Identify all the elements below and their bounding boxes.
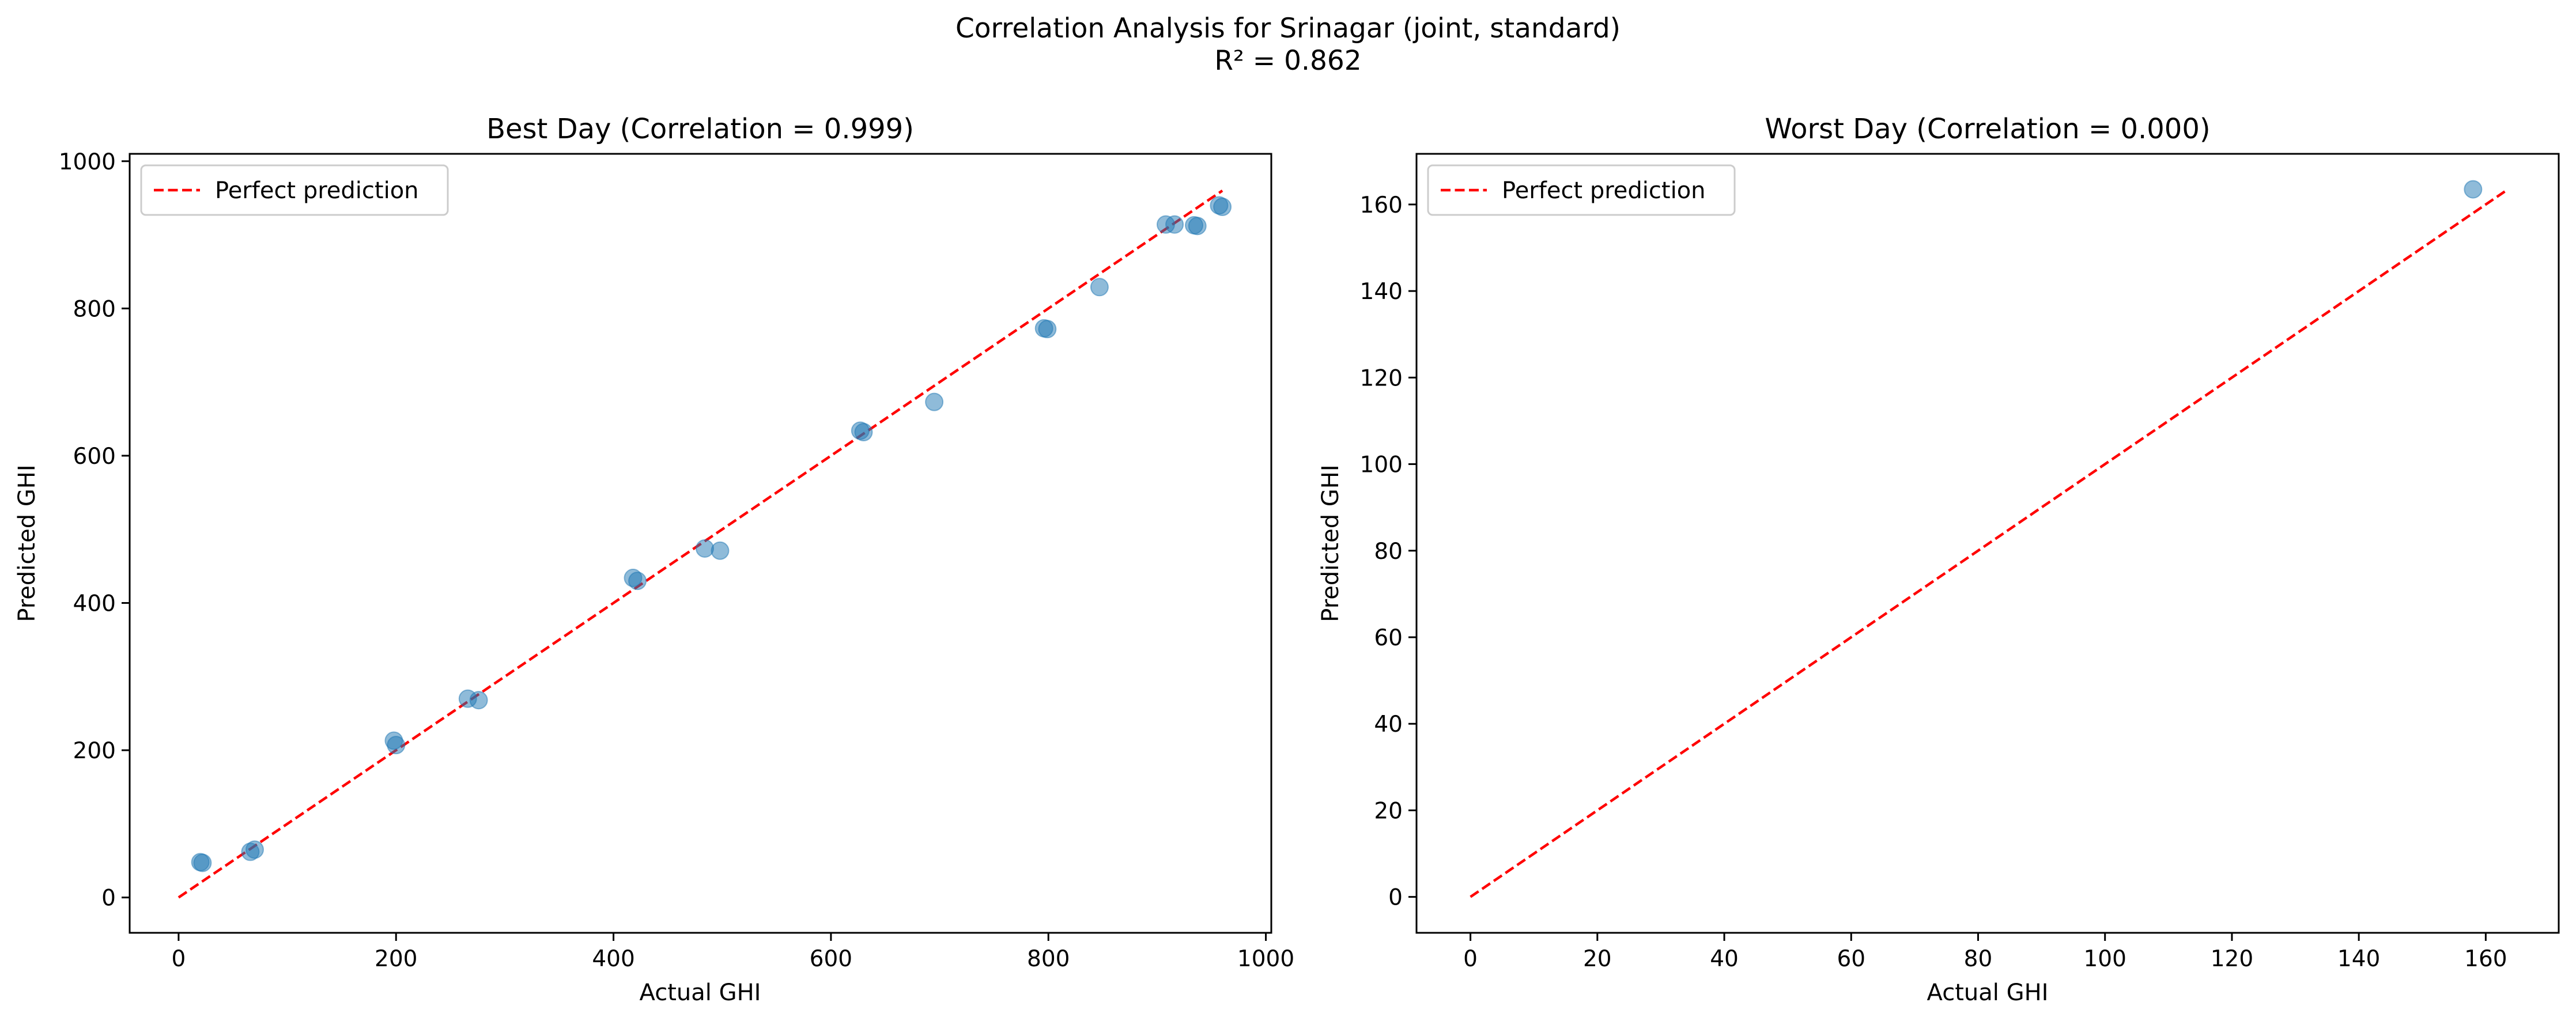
worst-day-x-tick-label: 60 <box>1837 946 1865 972</box>
worst-day-x-tick-label: 160 <box>2464 946 2507 972</box>
worst-day-x-tick-label: 0 <box>1463 946 1478 972</box>
best-day-scatter-point <box>925 392 944 411</box>
best-day-y-tick-label: 800 <box>73 296 116 322</box>
worst-day-y-tick-label: 80 <box>1374 539 1403 565</box>
best-day-axes-frame <box>129 153 1272 934</box>
figure-title: Correlation Analysis for Srinagar (joint… <box>955 13 1621 44</box>
best-day-scatter-point <box>1188 217 1207 236</box>
worst-day-y-tick-label: 160 <box>1360 192 1403 218</box>
best-day-scatter-point <box>1090 278 1109 297</box>
worst-day-scatter-point <box>2464 180 2483 199</box>
worst-day-x-tick-label: 120 <box>2211 946 2253 972</box>
best-day-scatter-point <box>1038 320 1057 339</box>
best-day-x-tick-label: 800 <box>1027 946 1070 972</box>
worst-day-y-tick-label: 20 <box>1374 798 1403 824</box>
best-day-x-tick-label: 1000 <box>1237 946 1294 972</box>
best-day-y-tick-label: 0 <box>101 886 116 911</box>
best-day-legend: Perfect prediction <box>140 164 449 216</box>
worst-day-y-tick-label: 0 <box>1388 885 1403 911</box>
worst-day-legend-label: Perfect prediction <box>1502 177 1706 204</box>
best-day-scatter-point <box>1165 215 1184 234</box>
best-day-x-tick-label: 600 <box>810 946 852 972</box>
best-day-scatter-point <box>387 736 406 755</box>
best-day-x-tick-label: 200 <box>375 946 417 972</box>
worst-day-x-tick-label: 20 <box>1583 946 1612 972</box>
best-day-x-axis-label: Actual GHI <box>640 979 761 1006</box>
best-day-legend-label: Perfect prediction <box>215 177 419 204</box>
best-day-scatter-point <box>711 541 730 560</box>
best-day-x-tick-label: 400 <box>592 946 634 972</box>
worst-day-y-tick-label: 140 <box>1360 279 1403 305</box>
worst-day-x-tick-label: 140 <box>2337 946 2380 972</box>
best-day-title: Best Day (Correlation = 0.999) <box>486 113 914 145</box>
best-day-scatter-point <box>193 853 212 872</box>
worst-day-title: Worst Day (Correlation = 0.000) <box>1765 113 2210 145</box>
best-day-scatter-point <box>245 840 264 859</box>
best-day-scatter-point <box>696 539 715 558</box>
worst-day-legend: Perfect prediction <box>1427 164 1736 216</box>
best-day-y-axis-label: Predicted GHI <box>14 464 40 622</box>
best-day-plot-area <box>177 190 1232 899</box>
best-day-x-tick-label: 0 <box>171 946 186 972</box>
worst-day-perfect-prediction-line <box>1470 190 2506 898</box>
worst-day-x-axis-label: Actual GHI <box>1927 979 2049 1006</box>
best-day-y-tick-label: 400 <box>73 591 116 617</box>
worst-day-y-axis-label: Predicted GHI <box>1317 464 1344 622</box>
worst-day-y-tick-label: 40 <box>1374 712 1403 737</box>
worst-day-x-tick-label: 100 <box>2083 946 2126 972</box>
worst-day-panel: Worst Day (Correlation = 0.000) 0 20 40 60 80… <box>1317 113 2560 1006</box>
worst-day-y-tick-label: 120 <box>1360 365 1403 391</box>
worst-day-x-tick-label: 80 <box>1964 946 1993 972</box>
best-day-y-tick-label: 600 <box>73 444 116 470</box>
best-day-scatter-point <box>469 691 488 710</box>
worst-day-plot-area <box>1470 180 2506 898</box>
worst-day-axes-frame <box>1415 153 2560 934</box>
best-day-scatter-point <box>854 423 873 442</box>
best-day-legend-box <box>140 164 449 216</box>
worst-day-x-tick-label: 40 <box>1710 946 1739 972</box>
best-day-scatter-point <box>628 572 647 591</box>
best-day-panel: Best Day (Correlation = 0.999) 0 200 400 600… <box>14 113 1294 1006</box>
worst-day-y-tick-label: 100 <box>1360 452 1403 478</box>
worst-day-y-tick-label: 60 <box>1374 625 1403 651</box>
worst-day-legend-box <box>1427 164 1736 216</box>
best-day-y-tick-label: 200 <box>73 738 116 764</box>
best-day-y-tick-label: 1000 <box>59 149 116 175</box>
figure-subtitle: R² = 0.862 <box>1214 45 1362 77</box>
best-day-scatter-point <box>1213 198 1232 217</box>
